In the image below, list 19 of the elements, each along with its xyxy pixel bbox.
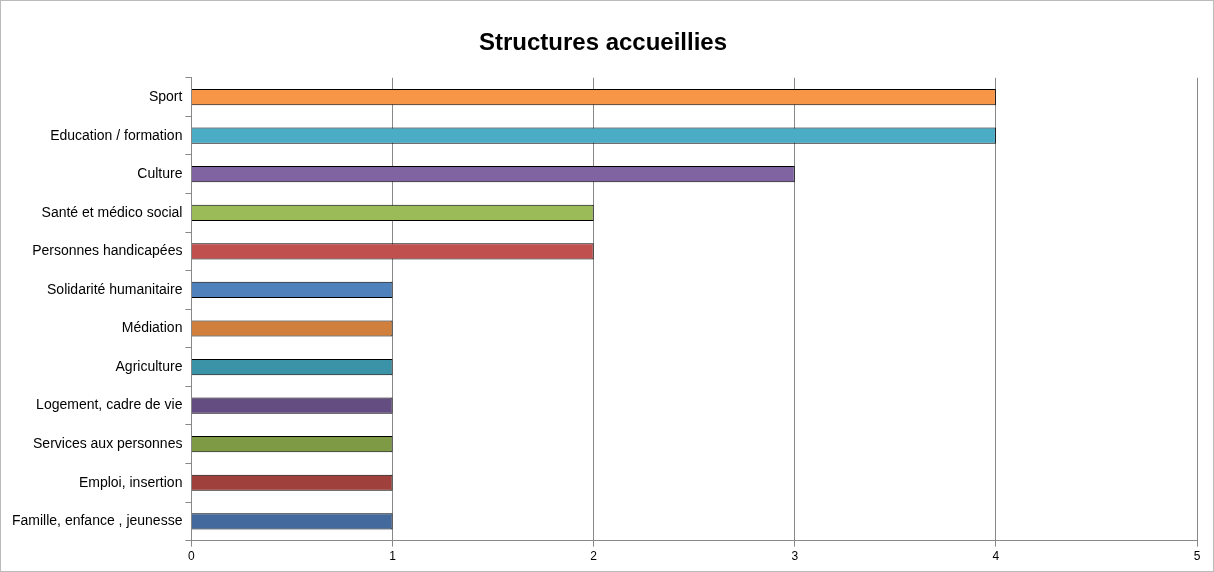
y-tick-label: Agriculture bbox=[115, 357, 183, 374]
y-tick-label: Solidarité humanitaire bbox=[47, 280, 183, 297]
x-tick-label: 3 bbox=[791, 549, 799, 564]
x-tick-label: 4 bbox=[992, 549, 1000, 564]
y-tick-label: Culture bbox=[137, 165, 183, 182]
y-tick-label: Emploi, insertion bbox=[78, 473, 183, 490]
y-tick-label: Personnes handicapées bbox=[32, 242, 183, 259]
y-tick-label: Famille, enfance , jeunesse bbox=[11, 512, 183, 529]
x-tick-label: 5 bbox=[1193, 549, 1201, 564]
y-tick-label: Services aux personnes bbox=[33, 435, 183, 452]
chart-title: Structures accueillies bbox=[478, 28, 728, 56]
x-tick-label: 0 bbox=[188, 549, 196, 564]
y-tick-label: Sport bbox=[148, 87, 183, 104]
x-tick-label: 2 bbox=[590, 549, 598, 564]
y-tick-label: Médiation bbox=[121, 319, 183, 336]
y-tick-label: Logement, cadre de vie bbox=[36, 396, 183, 413]
y-tick-label: Education / formation bbox=[50, 126, 183, 143]
x-tick-label: 1 bbox=[389, 549, 397, 564]
y-tick-label: Santé et médico social bbox=[41, 203, 183, 220]
